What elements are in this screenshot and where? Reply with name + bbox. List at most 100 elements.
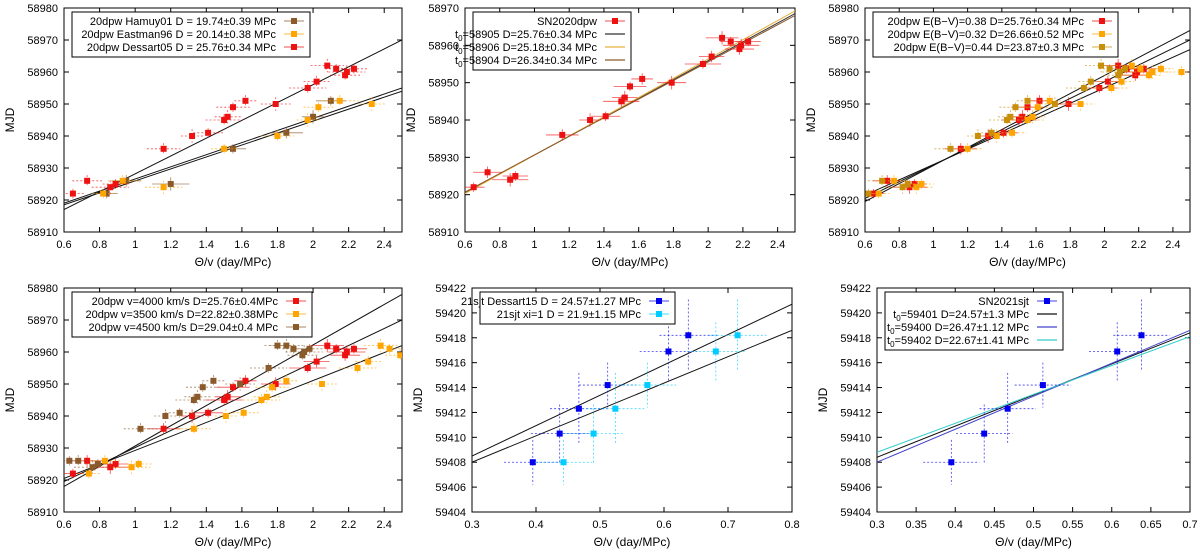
legend-entry-subscript: 0 [458,34,463,43]
data-series [64,338,323,474]
chart-panel-1: 0.6 0.8 1 1.2 1.4 1.6 1.8 2 2.2 2.4 58910 58920 5893… [3,3,403,269]
data-point [94,461,101,467]
data-point [272,381,279,387]
data-point [899,184,906,191]
data-point [343,349,350,355]
legend-box [71,291,313,338]
plot-frame [63,7,403,233]
data-point [1098,62,1105,69]
y-tick-label: 58940 [428,115,459,127]
y-tick-label: 58930 [27,163,58,175]
data-point [1024,117,1031,123]
legend-entry-text: =58904 D=26.34±0.34 MPc [463,55,598,67]
plot-data [64,293,402,487]
data-point [512,173,519,179]
y-axis-title: MJD [816,387,830,412]
x-tick-label: 2.2 [735,239,750,251]
y-tick-label: 58910 [27,507,58,519]
data-point [377,342,384,349]
data-point [708,53,715,60]
y-tick-label: 58970 [27,315,58,327]
x-tick-label: 0.65 [1140,519,1161,531]
data-point [981,430,988,437]
data-point [1118,78,1125,85]
legend-entry: 20dpw Hamuy01 D = 19.74±0.39 MPc [90,16,277,28]
legend-entry: 20dpw Dessart05 D = 25.76±0.34 MPc [87,42,277,54]
y-tick-label: 59418 [840,333,871,345]
data-point [336,97,343,104]
data-point [263,393,270,400]
data-point [84,177,91,184]
axes: 0.3 0.35 0.4 0.45 0.5 0.55 0.6 0.65 0.7 59404 5940… [840,283,1197,531]
x-tick-label: 2.4 [377,519,392,531]
data-series [95,96,346,199]
x-tick-label: 0.6 [1104,519,1119,531]
chart-panel-5: 0.3 0.4 0.5 0.6 0.7 0.8 59404 59406 59408 59410 59… [411,283,800,549]
y-tick-label: 59422 [435,283,466,295]
x-axis-title: Θ/v (day/MPc) [195,255,272,269]
legend-box [71,11,311,58]
legend-entry-prefix: t [455,42,458,54]
data-point [1178,69,1185,75]
data-point [1080,85,1087,91]
data-point [103,190,110,197]
data-point [107,184,114,191]
data-point [324,62,331,69]
y-tick-label: 59414 [840,383,871,395]
data-point [1004,405,1011,412]
x-axis-title: Θ/v (day/MPc) [995,535,1072,549]
x-tick-label: 0.6 [857,239,872,251]
data-point [304,117,311,123]
legend-entry-text: =59402 D=22.67±1.41 MPc [895,335,1030,347]
legend-entry-prefix: t [887,335,890,347]
y-axis-title: MJD [404,107,418,132]
legend-entry: 20dpw E(B−V)=0.44 D=23.87±0.3 MPc [894,42,1085,54]
data-point [137,425,144,432]
data-point [1051,101,1058,107]
x-tick-label: 0.6 [457,239,472,251]
y-tick-label: 59416 [435,358,466,370]
x-tick-label: 0.35 [905,519,926,531]
chart-panel-2: 0.6 0.8 1 1.2 1.4 1.6 1.8 2 2.2 2.4 58910 58920 5893… [404,3,796,269]
data-point [947,145,954,152]
fit-line [877,332,1190,458]
data-series [64,338,367,479]
x-tick-label: 2 [1101,239,1107,251]
legend-entry-subscript: 0 [458,60,463,69]
fit-line [877,329,1190,463]
x-tick-label: 0.3 [869,519,884,531]
data-point [221,397,228,403]
data-point [470,184,477,191]
y-tick-label: 58950 [828,99,859,111]
x-tick-label: 1.4 [199,239,214,251]
legend-entry: 20dpw Eastman96 D = 20.14±0.38 MPc [81,29,276,41]
y-axis-title: MJD [411,387,425,412]
data-series [91,95,385,199]
legend-sample-marker [656,311,662,317]
data-point [189,413,196,419]
data-point [1140,65,1147,72]
y-axis-title: MJD [3,107,17,132]
y-tick-label: 58960 [428,40,459,52]
x-tick-label: 2 [310,519,316,531]
legend-box [872,11,1119,58]
data-series [77,338,402,479]
y-tick-label: 59420 [840,308,871,320]
data-point [1115,62,1122,69]
x-tick-label: 2.2 [341,519,356,531]
fit-line [877,336,1190,453]
legend-sample-marker [291,18,297,24]
legend-sample-marker [293,324,299,330]
data-point [1138,332,1145,339]
data-point [199,384,206,391]
y-tick-label: 58930 [828,163,859,175]
data-series [64,58,367,199]
x-axis-title: Θ/v (day/MPc) [195,535,272,549]
data-point [618,98,625,105]
data-point [964,145,971,152]
x-tick-label: 1.2 [163,519,178,531]
legend-box [479,291,676,325]
